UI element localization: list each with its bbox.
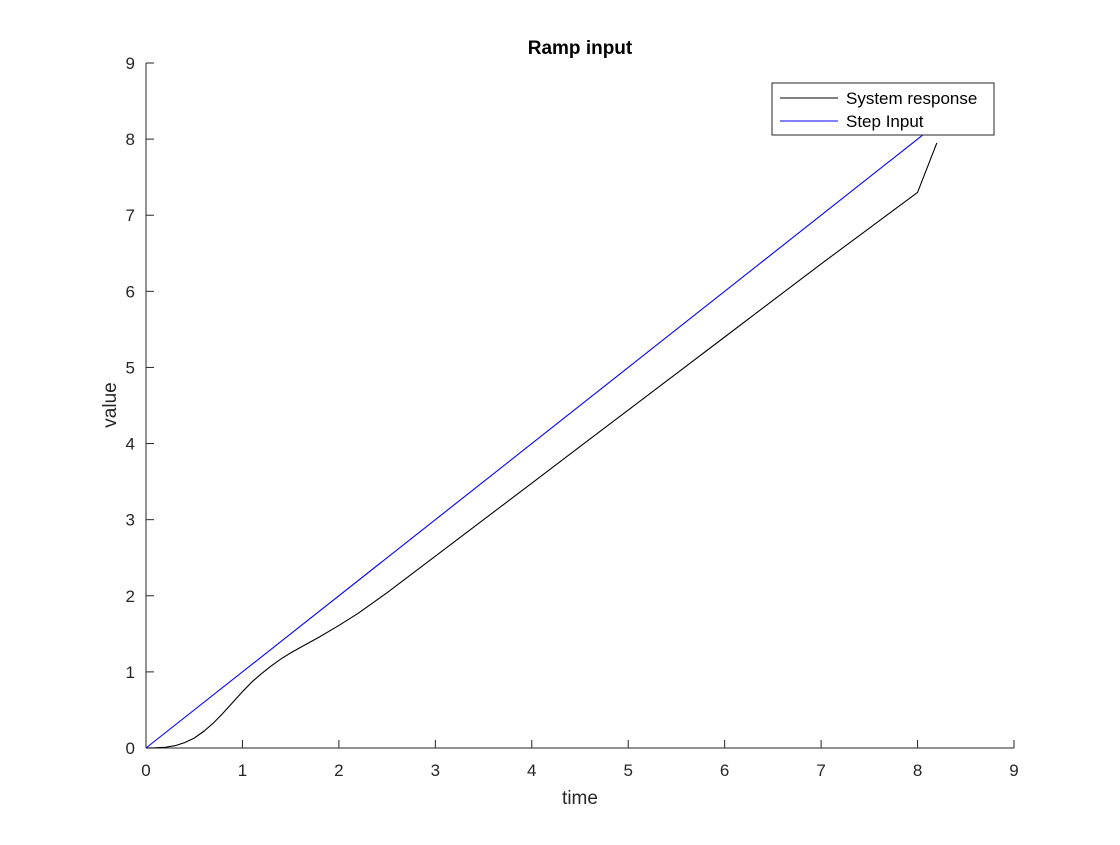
y-tick-label: 1 [126,663,135,682]
y-tick-label: 0 [126,739,135,758]
series-line-step-input [145,123,938,749]
y-tick-label: 6 [126,282,135,301]
legend-label: System response [846,89,977,108]
y-tick-label: 9 [126,54,135,73]
y-tick-label: 2 [126,587,135,606]
series-line-system-response [145,142,938,749]
y-tick-label: 7 [126,206,135,225]
x-tick-label: 6 [720,761,729,780]
axes [145,63,1014,749]
legend-box [771,82,995,136]
x-tick-label: 5 [623,761,632,780]
x-tick-label: 1 [238,761,247,780]
ticks: 0 1 2 3 4 5 6 7 8 9 0 1 2 3 4 5 6 7 8 9 [126,54,1019,780]
x-tick-label: 0 [141,761,150,780]
x-tick-label: 7 [816,761,825,780]
y-tick-label: 4 [126,435,135,454]
x-tick-label: 8 [913,761,922,780]
y-tick-label: 5 [126,358,135,377]
legend-label: Step Input [846,112,924,131]
x-tick-label: 9 [1009,761,1018,780]
y-tick-label: 8 [126,130,135,149]
x-tick-label: 2 [334,761,343,780]
x-axis-label: time [562,788,598,809]
chart-title: Ramp input [528,38,633,59]
x-tick-label: 4 [527,761,536,780]
legend: System response Step Input [771,82,995,136]
series-lines [145,123,938,749]
y-tick-label: 3 [126,511,135,530]
x-tick-label: 3 [431,761,440,780]
y-axis-label: value [100,382,121,427]
